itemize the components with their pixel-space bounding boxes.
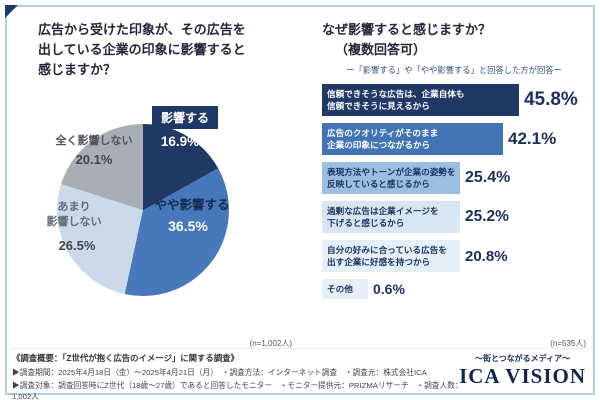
left-panel: 広告から受けた印象が、その広告を 出している企業の印象に影響すると 感じますか？ [38,20,296,80]
bar-fill: 過剰な広告は企業イメージを 下げると感じるから [322,201,460,234]
pie-value-amari: 26.5% [58,238,96,253]
bar-row: その他 0.6% [322,279,586,300]
bar-value: 20.8% [465,247,508,265]
bar-category-label: 表現方法やトーンが企業の姿勢を 反映していると感じるから [327,167,456,190]
bar-value: 42.1% [508,129,557,149]
pie-chart [57,124,229,296]
survey-period-line: ▶調査期間：2025年4月18日（金）〜2025年4月21日（月） ・調査方法：… [12,368,427,377]
pie-label-yaya: やや影響する [154,198,230,212]
survey-overview: 《調査概要：「Z世代が抱く広告のイメージ」に関する調査》 ▶調査期間：2025年… [12,352,464,400]
pie-value-eikyo: 16.9% [160,134,200,149]
bar-subtitle: ー「影響する」や「やや影響する」と回答した方が回答ー [346,65,562,75]
bar-category-label: 自分の好みに合っている広告を 出す企業に好感を持つから [327,245,447,268]
bar-question-line1: なぜ影響すると感じますか？ [322,22,492,37]
survey-overview-title: 《調査概要：「Z世代が抱く広告のイメージ」に関する調査》 [12,353,239,363]
footer-divider [10,348,590,349]
right-panel: なぜ影響すると感じますか？ （複数回答可） ー「影響する」や「やや影響する」と回… [322,20,586,306]
pie-label-eikyo: 影響する [152,106,219,129]
corner-accent [5,5,18,18]
bar-sample-size: (n=535人) [550,339,586,348]
bar-value: 25.2% [465,208,509,226]
bar-row: 広告のクオリティがそのまま 企業の印象につながるから 42.1% [322,123,586,156]
pie-label-mattaku: 全く影響しない [55,135,133,147]
bar-fill: その他 [322,279,368,300]
bar-category-label: 過剰な広告は企業イメージを 下げると感じるから [327,206,439,229]
bar-row: 信頼できそうな広告は、企業自体も 信頼できそうに見えるから 45.8% [322,84,586,117]
bar-fill: 信頼できそうな広告は、企業自体も 信頼できそうに見えるから [322,84,519,117]
brand-block: 〜街とつながるメディア〜 ICA VISION [459,353,586,388]
bar-value: 25.4% [465,169,511,187]
bar-question-line2: （複数回答可） [335,41,427,57]
pie-chart-area: 影響する 16.9% やや影響する 36.5% 全く影響しない 20.1% あま… [28,98,268,338]
bar-category-label: その他 [327,284,353,295]
bar-fill: 表現方法やトーンが企業の姿勢を 反映していると感じるから [322,162,460,195]
bar-fill: 自分の好みに合っている広告を 出す企業に好感を持つから [322,240,460,273]
bar-value: 45.8% [523,89,578,111]
bar-chart: 信頼できそうな広告は、企業自体も 信頼できそうに見えるから 45.8% 広告のクオリ… [322,84,586,300]
pie-value-yaya: 36.5% [168,218,208,234]
bar-row: 表現方法やトーンが企業の姿勢を 反映していると感じるから 25.4% [322,162,586,195]
bar-row: 自分の好みに合っている広告を 出す企業に好感を持つから 20.8% [322,240,586,273]
bar-category-label: 信頼できそうな広告は、企業自体も 信頼できそうに見えるから [327,89,465,112]
bar-fill: 広告のクオリティがそのまま 企業の印象につながるから [322,123,504,156]
pie-value-mattaku: 20.1% [75,152,113,167]
bar-value: 0.6% [373,281,405,298]
pie-sample-size: (n=1,002人) [249,339,292,348]
bar-question-title: なぜ影響すると感じますか？ （複数回答可） [322,20,586,59]
ica-vision-logo: ICA VISION [459,364,586,388]
brand-tagline: 〜街とつながるメディア〜 [474,354,571,363]
pie-question-title: 広告から受けた印象が、その広告を 出している企業の印象に影響すると 感じますか？ [38,22,246,78]
bar-category-label: 広告のクオリティがそのまま 企業の印象につながるから [327,128,439,151]
pie-label-amari: あまり 影響しない [46,201,102,228]
bar-row: 過剰な広告は企業イメージを 下げると感じるから 25.2% [322,201,586,234]
survey-target-line: ▶調査対象：調査回答時にZ世代（18歳〜27歳）であると回答したモニター ・モニ… [12,381,463,400]
